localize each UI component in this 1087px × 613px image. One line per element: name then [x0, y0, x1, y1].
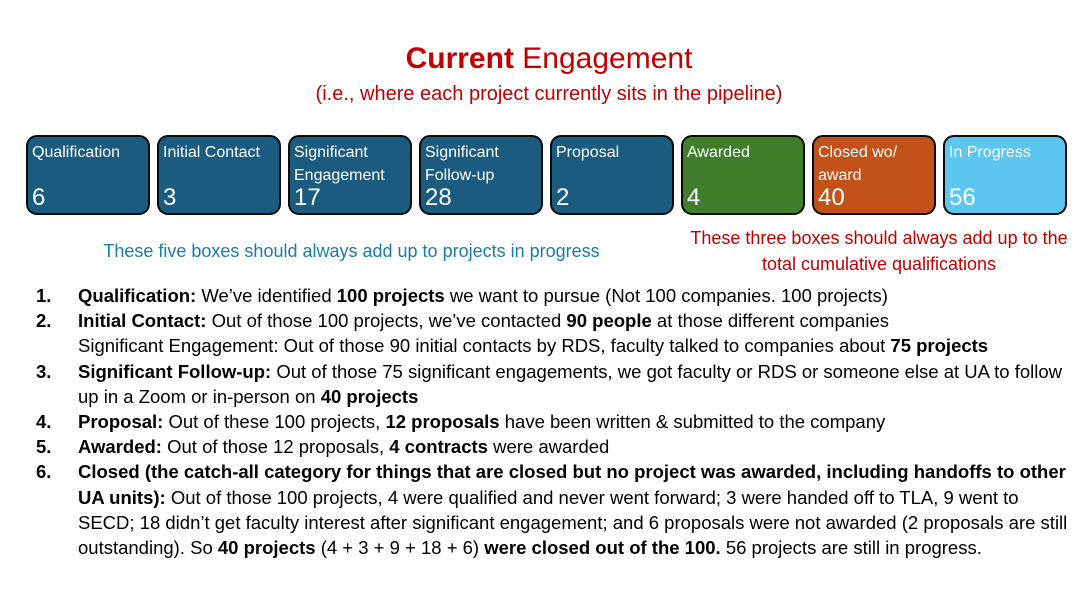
list-item-text: we want to pursue (Not 100 companies. 10… — [444, 285, 888, 306]
list-item: 5. Awarded: Out of those 12 proposals, 4 … — [0, 434, 1087, 459]
stage-box-proposal: Proposal 2 — [550, 135, 674, 215]
page-title-emphasis: Current — [405, 42, 514, 75]
page-subtitle: (i.e., where each project currently sits… — [315, 83, 783, 105]
list-item: 3. Significant Follow-up: Out of those 75… — [0, 359, 1087, 409]
list-item-emphasis: 40 projects — [320, 385, 419, 407]
list-item-emphasis: 4 contracts — [389, 436, 488, 458]
stage-count: 2 — [556, 184, 570, 211]
list-item-number: 4. — [36, 411, 52, 433]
stage-label: Significant Engagement — [294, 144, 385, 184]
stage-count: 6 — [32, 184, 46, 211]
list-item-text: Out of those 100 projects, 4 were qualif… — [78, 486, 1068, 559]
list-item-emphasis: Awarded: — [78, 436, 162, 458]
list-item-emphasis: Closed (the catch-all category for thing… — [78, 461, 1066, 508]
note-in-progress-sum: These five boxes should always add up to… — [103, 241, 600, 261]
stage-box-qualification: Qualification 6 — [26, 135, 150, 215]
list-item-emphasis: were closed out of the 100. — [484, 537, 721, 559]
list-item-text: Out of those 100 projects, we’ve contact… — [206, 310, 567, 332]
stage-label: Significant Follow-up — [425, 144, 499, 184]
list-item-emphasis: Qualification: — [78, 285, 197, 306]
list-item-text: have been written & submitted to the com… — [499, 411, 886, 433]
stage-count: 40 — [818, 184, 845, 211]
stage-definitions-list: 1. Qualification: We’ve identified 100 pr… — [0, 283, 1087, 560]
list-item-text: Out of those 75 significant engagements,… — [78, 360, 1062, 407]
stage-box-significant-follow-up: Significant Follow-up 28 — [419, 135, 543, 215]
list-item-number: 1. — [36, 285, 52, 306]
list-item: 6. Closed (the catch-all category for thi… — [0, 459, 1087, 560]
list-item: Significant Engagement: Out of those 90 … — [0, 333, 1087, 358]
list-item-emphasis: 40 projects — [217, 537, 316, 559]
list-item: 1. Qualification: We’ve identified 100 pr… — [0, 283, 1087, 308]
list-item-number: 5. — [36, 436, 52, 458]
stage-label: In Progress — [949, 144, 1031, 161]
list-item: 4. Proposal: Out of these 100 projects, 1… — [0, 409, 1087, 434]
stage-count: 17 — [294, 184, 321, 211]
list-item-text: were awarded — [487, 436, 610, 458]
stage-count: 4 — [687, 184, 701, 211]
list-item-emphasis: Significant Follow-up: — [78, 360, 272, 382]
page-title-rest: Engagement — [513, 42, 693, 75]
stage-count: 28 — [425, 184, 452, 211]
stage-label: Initial Contact — [163, 144, 260, 161]
stage-count: 3 — [163, 184, 177, 211]
list-item-text: We’ve identified — [196, 285, 337, 306]
stage-label: Proposal — [556, 144, 620, 161]
list-item-text: at those different companies — [651, 310, 889, 332]
list-item-text: Significant Engagement: Out of those 90 … — [78, 335, 891, 357]
stage-box-awarded: Awarded 4 — [681, 135, 805, 215]
list-item-emphasis: 100 projects — [336, 285, 445, 306]
list-item-text: Out of those 12 proposals, — [161, 436, 390, 458]
list-item-emphasis: Initial Contact: — [78, 310, 207, 332]
list-item-emphasis: 12 proposals — [385, 411, 500, 433]
list-item-number: 3. — [36, 360, 52, 382]
list-item-emphasis: Proposal: — [78, 411, 164, 433]
page-title: Current Engagement — [0, 40, 1087, 78]
stage-box-in-progress: In Progress 56 — [943, 135, 1067, 215]
list-item-text: Out of these 100 projects, — [163, 411, 386, 433]
note-qualification-sum: These three boxes should always add up t… — [690, 228, 1068, 274]
list-item-number: 6. — [36, 461, 52, 483]
stage-label: Closed wo/ award — [818, 144, 898, 184]
list-item-text: 56 projects are still in progress. — [720, 537, 982, 559]
list-item-text: (4 + 3 + 9 + 18 + 6) — [315, 537, 485, 559]
stage-box-initial-contact: Initial Contact 3 — [157, 135, 281, 215]
stage-label: Qualification — [32, 144, 121, 161]
list-item-emphasis: 90 people — [566, 310, 652, 332]
list-item-emphasis: 75 projects — [890, 335, 989, 357]
list-item-number: 2. — [36, 310, 52, 332]
stage-box-closed-without-award: Closed wo/ award 40 — [812, 135, 936, 215]
stage-count: 56 — [949, 184, 976, 211]
stage-label: Awarded — [687, 144, 750, 161]
stage-box-significant-engagement: Significant Engagement 17 — [288, 135, 412, 215]
list-item: 2. Initial Contact: Out of those 100 proj… — [0, 308, 1087, 333]
